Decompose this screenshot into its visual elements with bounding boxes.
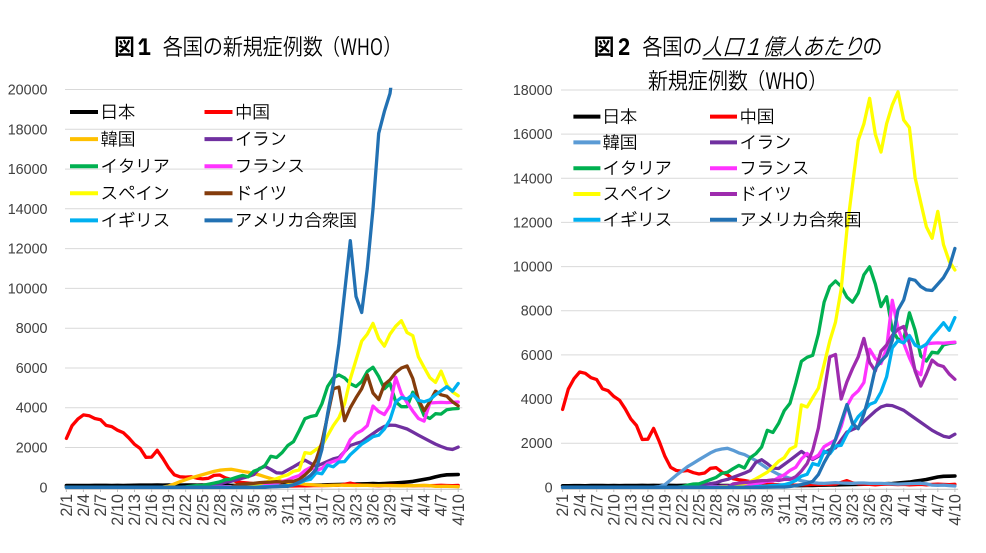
svg-text:3/29: 3/29: [878, 494, 896, 526]
svg-text:4/4: 4/4: [912, 494, 930, 517]
svg-text:2/28: 2/28: [708, 494, 726, 526]
svg-text:8000: 8000: [521, 304, 553, 320]
svg-text:4/1: 4/1: [895, 494, 913, 517]
svg-text:3/5: 3/5: [245, 494, 263, 517]
svg-text:2/7: 2/7: [92, 494, 110, 517]
svg-text:2/10: 2/10: [605, 494, 623, 526]
svg-text:2/4: 2/4: [75, 494, 93, 517]
svg-text:3/2: 3/2: [725, 494, 743, 517]
svg-text:6000: 6000: [16, 361, 48, 377]
svg-text:18000: 18000: [513, 83, 553, 99]
svg-text:2/22: 2/22: [177, 494, 195, 526]
svg-text:3/26: 3/26: [365, 494, 383, 526]
svg-text:0: 0: [545, 480, 553, 496]
svg-text:3/5: 3/5: [742, 494, 760, 517]
svg-text:3/20: 3/20: [331, 494, 349, 526]
svg-text:16000: 16000: [513, 127, 553, 143]
svg-text:8000: 8000: [16, 321, 48, 337]
svg-text:14000: 14000: [513, 171, 553, 187]
svg-text:2/13: 2/13: [126, 494, 144, 526]
svg-text:2000: 2000: [16, 441, 48, 457]
svg-text:4/4: 4/4: [416, 494, 434, 517]
svg-text:3/29: 3/29: [382, 494, 400, 526]
svg-text:3/8: 3/8: [262, 494, 280, 517]
svg-text:14000: 14000: [8, 202, 48, 218]
svg-text:12000: 12000: [513, 215, 553, 231]
svg-text:2/19: 2/19: [160, 494, 178, 526]
svg-text:3/17: 3/17: [810, 494, 828, 526]
svg-text:4/10: 4/10: [450, 494, 468, 526]
svg-text:2/25: 2/25: [194, 494, 212, 526]
svg-text:2/1: 2/1: [58, 494, 76, 517]
svg-text:2000: 2000: [521, 436, 553, 452]
svg-text:3/23: 3/23: [348, 494, 366, 526]
svg-text:4000: 4000: [521, 392, 553, 408]
svg-text:2/16: 2/16: [640, 494, 658, 526]
svg-text:2/7: 2/7: [588, 494, 606, 517]
svg-text:3/23: 3/23: [844, 494, 862, 526]
svg-text:3/20: 3/20: [827, 494, 845, 526]
svg-text:3/26: 3/26: [861, 494, 879, 526]
svg-text:18000: 18000: [8, 122, 48, 138]
svg-text:2/4: 2/4: [571, 494, 589, 517]
svg-text:2/19: 2/19: [657, 494, 675, 526]
svg-text:12000: 12000: [8, 242, 48, 258]
svg-text:3/11: 3/11: [279, 494, 297, 524]
svg-text:3/2: 3/2: [228, 494, 246, 517]
svg-text:2/16: 2/16: [143, 494, 161, 526]
svg-text:4/7: 4/7: [929, 494, 947, 517]
svg-text:3/17: 3/17: [314, 494, 332, 526]
svg-text:6000: 6000: [521, 348, 553, 364]
svg-text:4/1: 4/1: [399, 494, 417, 517]
svg-text:2/25: 2/25: [691, 494, 709, 526]
svg-text:0: 0: [40, 480, 48, 496]
svg-text:2/13: 2/13: [622, 494, 640, 526]
svg-text:2/28: 2/28: [211, 494, 229, 526]
svg-text:4/10: 4/10: [947, 494, 965, 526]
svg-text:2/1: 2/1: [554, 494, 572, 517]
svg-text:10000: 10000: [8, 281, 48, 297]
svg-text:2/10: 2/10: [109, 494, 127, 526]
svg-text:3/14: 3/14: [793, 494, 811, 526]
svg-text:4000: 4000: [16, 401, 48, 417]
svg-text:2/22: 2/22: [674, 494, 692, 526]
svg-text:10000: 10000: [513, 260, 553, 276]
svg-text:3/14: 3/14: [297, 494, 315, 526]
svg-text:16000: 16000: [8, 162, 48, 178]
svg-text:3/11: 3/11: [776, 494, 794, 524]
svg-text:4/7: 4/7: [433, 494, 451, 517]
svg-text:20000: 20000: [8, 83, 48, 99]
svg-text:3/8: 3/8: [759, 494, 777, 517]
